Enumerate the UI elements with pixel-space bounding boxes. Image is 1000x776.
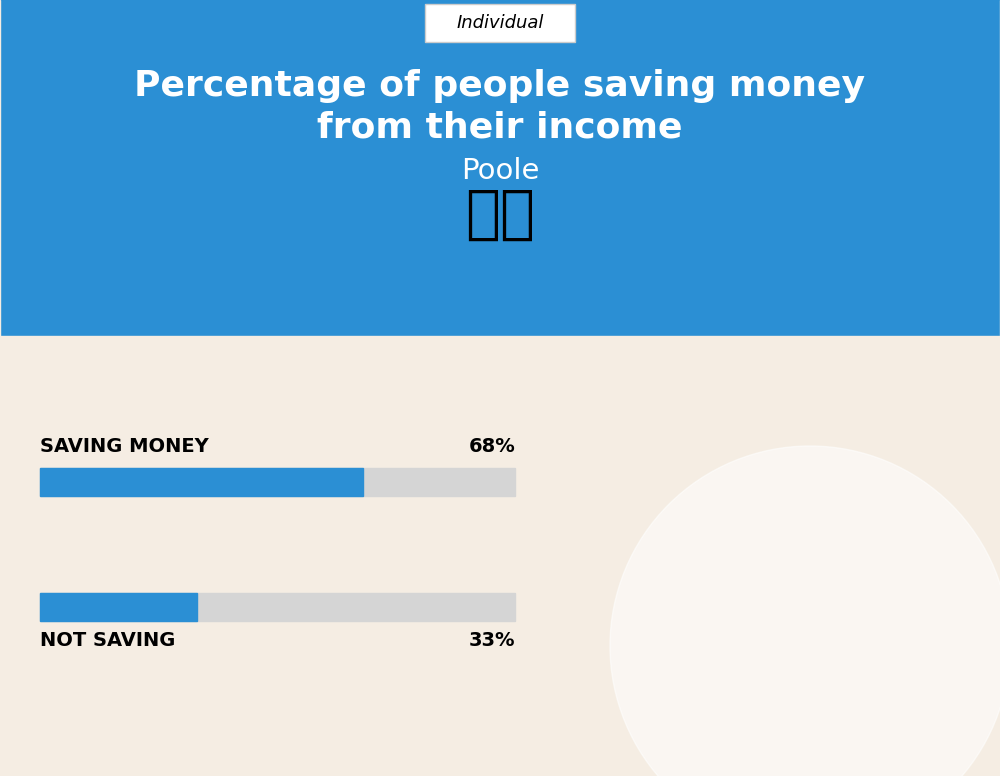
Text: Percentage of people saving money: Percentage of people saving money: [134, 69, 866, 103]
Text: Poole: Poole: [461, 157, 539, 185]
Bar: [40, 468, 363, 496]
Bar: [40, 593, 197, 621]
Text: NOT SAVING: NOT SAVING: [40, 631, 175, 650]
Bar: [0, 336, 1000, 776]
Circle shape: [610, 446, 1000, 776]
Ellipse shape: [0, 0, 1000, 676]
Text: Individual: Individual: [456, 14, 544, 32]
Text: SAVING MONEY: SAVING MONEY: [40, 437, 209, 456]
Bar: [40, 593, 515, 621]
FancyBboxPatch shape: [425, 4, 575, 42]
Text: from their income: from their income: [317, 111, 683, 145]
Text: 🇬🇧: 🇬🇧: [465, 185, 535, 242]
Bar: [40, 468, 515, 496]
Text: 68%: 68%: [468, 437, 515, 456]
Text: 33%: 33%: [468, 631, 515, 650]
